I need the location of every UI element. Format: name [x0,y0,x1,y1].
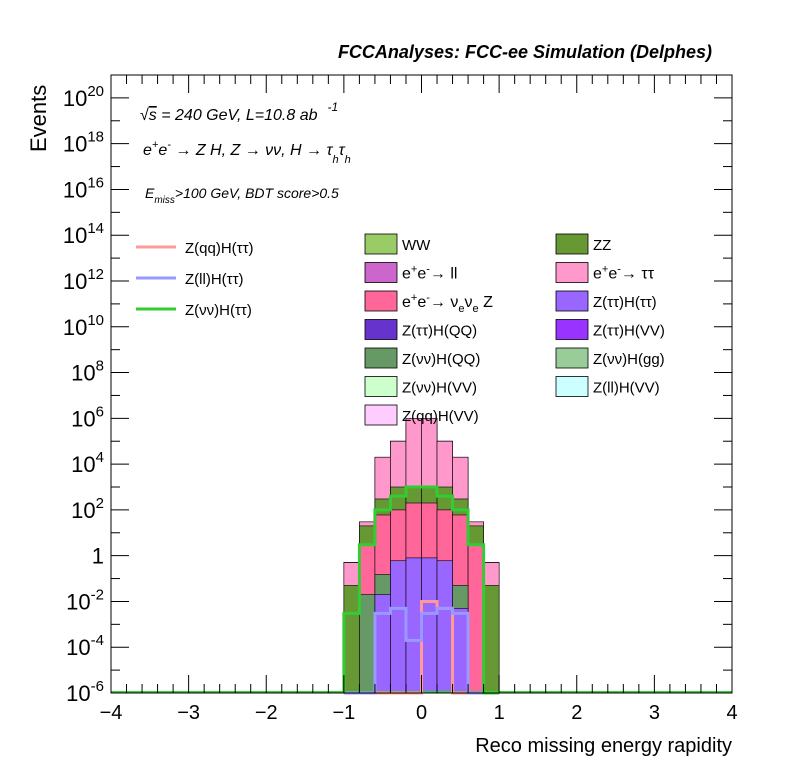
stack-bar [405,557,422,694]
y-tick-label: 102 [71,495,104,523]
y-tick-label: 106 [71,403,104,431]
y-axis-label: Events [26,85,51,152]
x-tick-label: 1 [494,702,505,724]
chart-title: FCCAnalyses: FCC-ee Simulation (Delphes) [338,42,712,62]
annotation-energy-sup: -1 [328,100,339,114]
stack-bar [359,594,376,694]
signal-line [342,485,500,695]
legend-box-swatch [555,290,589,312]
signal-line [343,606,500,695]
legend-label: Z(νν)H(ττ) [185,302,252,319]
x-tick-label: −4 [100,702,123,724]
y-tick-label: 1010 [63,312,104,340]
y-tick-label: 1 [92,544,104,569]
legend-label: e+e-→ νeνe Z [402,292,493,315]
stack-bar [374,594,391,694]
legend-label: Z(ττ)H(VV) [593,323,665,340]
annotation-energy: √s = 240 GeV, L=10.8 ab -1 [140,100,338,124]
y-tick-label: 10-6 [66,678,104,706]
x-tick-label: −1 [332,702,355,724]
legend-label: e+e-→ ττ [593,264,655,283]
annotation-s: s [149,107,157,124]
legend-box-swatch [364,376,398,397]
legend-box-swatch [555,319,589,340]
x-axis-label: Reco missing energy rapidity [475,735,732,757]
y-tick-label: 1012 [63,266,104,294]
x-tick-label: 3 [649,702,660,724]
stack-bar [343,585,360,694]
y-tick-label: 1014 [63,220,104,248]
axes: −4 −3 −2 −1 0 1 2 3 4 1020 1018 1016 1014 1012 1010 108… [63,74,738,724]
legend-label: Z(ττ)H(QQ) [402,323,477,340]
legend-label: Z(qq)H(ττ) [185,240,254,257]
x-tick-label: 0 [416,702,427,724]
annotation-energy-text: = 240 GeV, L=10.8 ab [157,107,318,124]
stack-bar [436,560,453,694]
legend-label: Z(ττ)H(ττ) [593,294,657,311]
legend-label: Z(ll)H(VV) [593,380,660,397]
legend-label: e+e-→ ll [402,264,457,283]
sqrt-symbol: √ [140,107,149,124]
legend-label: WW [402,237,431,254]
legend-box-swatch [364,290,398,312]
y-tick-label: 104 [71,449,104,477]
legend-label: Z(νν)H(QQ) [402,351,480,368]
legend-label: ZZ [593,237,611,254]
legend-label: Z(νν)H(VV) [402,380,477,397]
legend-label: Z(ll)H(ττ) [185,271,244,288]
x-tick-label: 2 [571,702,582,724]
x-tick-label: 4 [726,702,737,724]
y-tick-label: 1020 [63,83,104,111]
stack-bar [467,544,484,694]
legend: Z(qq)H(ττ) Z(ll)H(ττ) Z(νν)H(ττ) WW e+e-→ ll… [136,233,665,426]
x-tick-label: −3 [177,702,200,724]
legend-label: Z(νν)H(gg) [593,351,665,368]
y-tick-label: 10-2 [66,586,104,614]
annotation-cuts: Emiss>100 GeV, BDT score>0.5 [145,185,339,206]
legend-box-swatch [555,347,589,369]
legend-box-swatch [364,347,398,369]
legend-box-swatch [555,262,589,283]
x-tick-label: −2 [255,702,278,724]
legend-box-swatch [364,319,398,340]
stack-bar [452,608,469,694]
y-tick-label: 1018 [63,129,104,157]
stack-bar [483,585,500,694]
stack-bar [390,560,407,694]
legend-box-swatch [364,262,398,283]
annotation-process: e+e- → Z H, Z → νν, H → τhτh [143,139,351,166]
legend-box-swatch [555,376,589,397]
legend-box-swatch [364,233,398,255]
y-tick-label: 10-4 [66,632,104,660]
y-tick-label: 108 [71,358,104,386]
legend-box-swatch [364,404,398,426]
stack-bar [421,557,438,694]
legend-label: Z(qq)H(VV) [402,408,479,425]
legend-box-swatch [555,233,589,255]
y-tick-label: 1016 [63,174,104,202]
